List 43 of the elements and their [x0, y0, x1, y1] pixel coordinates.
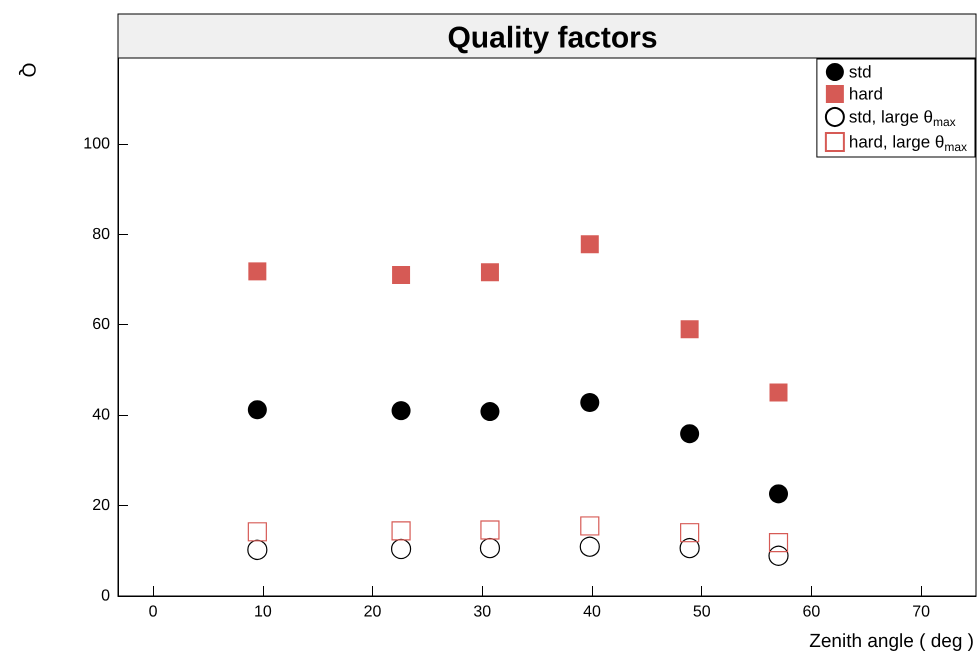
y-tick-label: 80 [92, 226, 110, 243]
point [768, 546, 789, 566]
point [480, 538, 500, 558]
point [680, 320, 699, 338]
point [248, 262, 266, 280]
x-tick-label: 20 [364, 604, 382, 620]
point [390, 538, 412, 560]
point [770, 384, 788, 402]
y-tick-label: 0 [101, 588, 110, 604]
point [768, 533, 788, 552]
point [480, 263, 499, 282]
x-tick-label: 40 [583, 604, 601, 620]
point [247, 540, 268, 560]
y-tick-label: 100 [83, 135, 110, 152]
x-tick-label: 0 [148, 604, 158, 620]
point [680, 523, 700, 542]
point [392, 401, 411, 420]
point [769, 484, 788, 504]
point [480, 402, 500, 422]
point [480, 520, 500, 540]
point [580, 536, 600, 557]
point [248, 522, 267, 542]
x-tick-label: 70 [912, 604, 930, 620]
point [680, 538, 700, 558]
chart-title: Quality factors [447, 22, 658, 54]
y-tick-label: 20 [92, 497, 110, 514]
y-tick-label: 60 [92, 316, 110, 334]
point [248, 400, 267, 420]
y-axis-title: Q [18, 62, 38, 78]
point [680, 424, 700, 444]
point [392, 266, 410, 284]
legend-label: hard [848, 84, 883, 104]
x-tick-label: 60 [802, 604, 820, 620]
point [580, 393, 600, 412]
point [391, 521, 411, 540]
y-tick-label: 40 [92, 406, 110, 424]
point [580, 516, 600, 536]
point [580, 235, 599, 254]
x-tick-label: 50 [692, 604, 711, 620]
x-axis-title: Zenith angle ( deg ) [809, 631, 974, 652]
x-tick-label: 30 [473, 604, 492, 620]
legend-label: std [848, 62, 872, 82]
x-tick-label: 10 [254, 604, 272, 620]
